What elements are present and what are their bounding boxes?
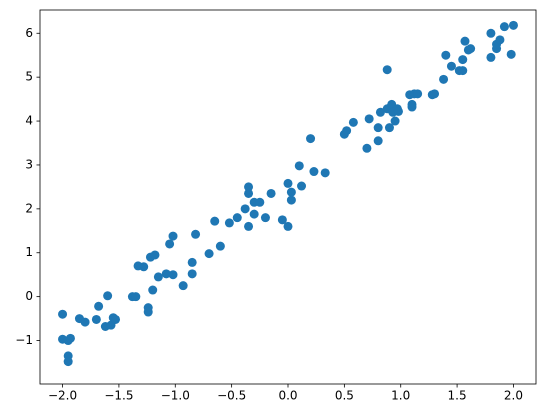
point [63, 357, 73, 367]
point [458, 66, 468, 76]
point [362, 143, 372, 153]
x-tick-label: 1.0 [391, 389, 410, 403]
x-tick-label: −2.0 [48, 389, 77, 403]
point [94, 301, 104, 311]
point [224, 218, 234, 228]
x-tick-label: −0.5 [217, 389, 246, 403]
point [294, 161, 304, 171]
point [168, 231, 178, 241]
x-tick-label: −1.0 [161, 389, 190, 403]
point [143, 307, 153, 317]
point [460, 36, 470, 46]
point [286, 187, 296, 197]
point [139, 262, 149, 272]
x-tick-label: 1.5 [448, 389, 467, 403]
point [232, 213, 242, 223]
point [348, 117, 358, 127]
point [320, 168, 330, 178]
y-tick-label: 1 [25, 245, 33, 259]
point [342, 126, 352, 136]
point [458, 55, 468, 65]
point [283, 178, 293, 188]
point [446, 61, 456, 71]
point [407, 102, 417, 112]
x-tick-label: −1.5 [104, 389, 133, 403]
point [382, 65, 392, 75]
point [150, 250, 160, 260]
point [495, 35, 505, 45]
point [58, 309, 68, 319]
y-tick-label: 0 [25, 289, 33, 303]
y-tick-label: 3 [25, 157, 33, 171]
point [204, 249, 214, 259]
point [240, 204, 250, 214]
x-tick-label: 0.0 [278, 389, 297, 403]
point [244, 221, 254, 231]
point [161, 269, 171, 279]
point [466, 44, 476, 54]
point [255, 197, 265, 207]
point [91, 314, 101, 324]
point [111, 314, 121, 324]
point [249, 209, 259, 219]
point [244, 188, 254, 198]
point [131, 292, 141, 302]
point [499, 22, 509, 32]
point [506, 49, 516, 59]
point [375, 107, 385, 117]
point [168, 270, 178, 280]
point [148, 285, 158, 295]
point [80, 317, 90, 327]
point [178, 281, 188, 291]
point [373, 123, 383, 133]
point [244, 182, 254, 192]
x-tick-label: 2.0 [504, 389, 523, 403]
point [266, 188, 276, 198]
y-tick-label: 4 [25, 114, 33, 128]
point [210, 216, 220, 226]
point [165, 239, 175, 249]
point [277, 215, 287, 225]
y-tick-label: 6 [25, 26, 33, 40]
point [283, 221, 293, 231]
point [103, 291, 113, 301]
y-tick-label: −1 [15, 333, 33, 347]
point [309, 167, 319, 177]
point [508, 20, 518, 30]
point [286, 195, 296, 205]
point [441, 50, 451, 60]
point [297, 181, 307, 191]
point [306, 134, 316, 144]
point [373, 136, 383, 146]
y-tick-label: 5 [25, 70, 33, 84]
point [413, 89, 423, 99]
point [153, 272, 163, 282]
point [486, 28, 496, 38]
point [187, 269, 197, 279]
point [486, 52, 496, 62]
point [215, 241, 225, 251]
point [393, 106, 403, 116]
point [430, 89, 440, 99]
point [191, 229, 201, 239]
point [260, 213, 270, 223]
point [187, 257, 197, 267]
point [439, 74, 449, 84]
x-tick-label: 0.5 [335, 389, 354, 403]
point [390, 116, 400, 126]
point [364, 114, 374, 124]
point [384, 123, 394, 133]
point [65, 333, 75, 343]
y-tick-label: 2 [25, 201, 33, 215]
